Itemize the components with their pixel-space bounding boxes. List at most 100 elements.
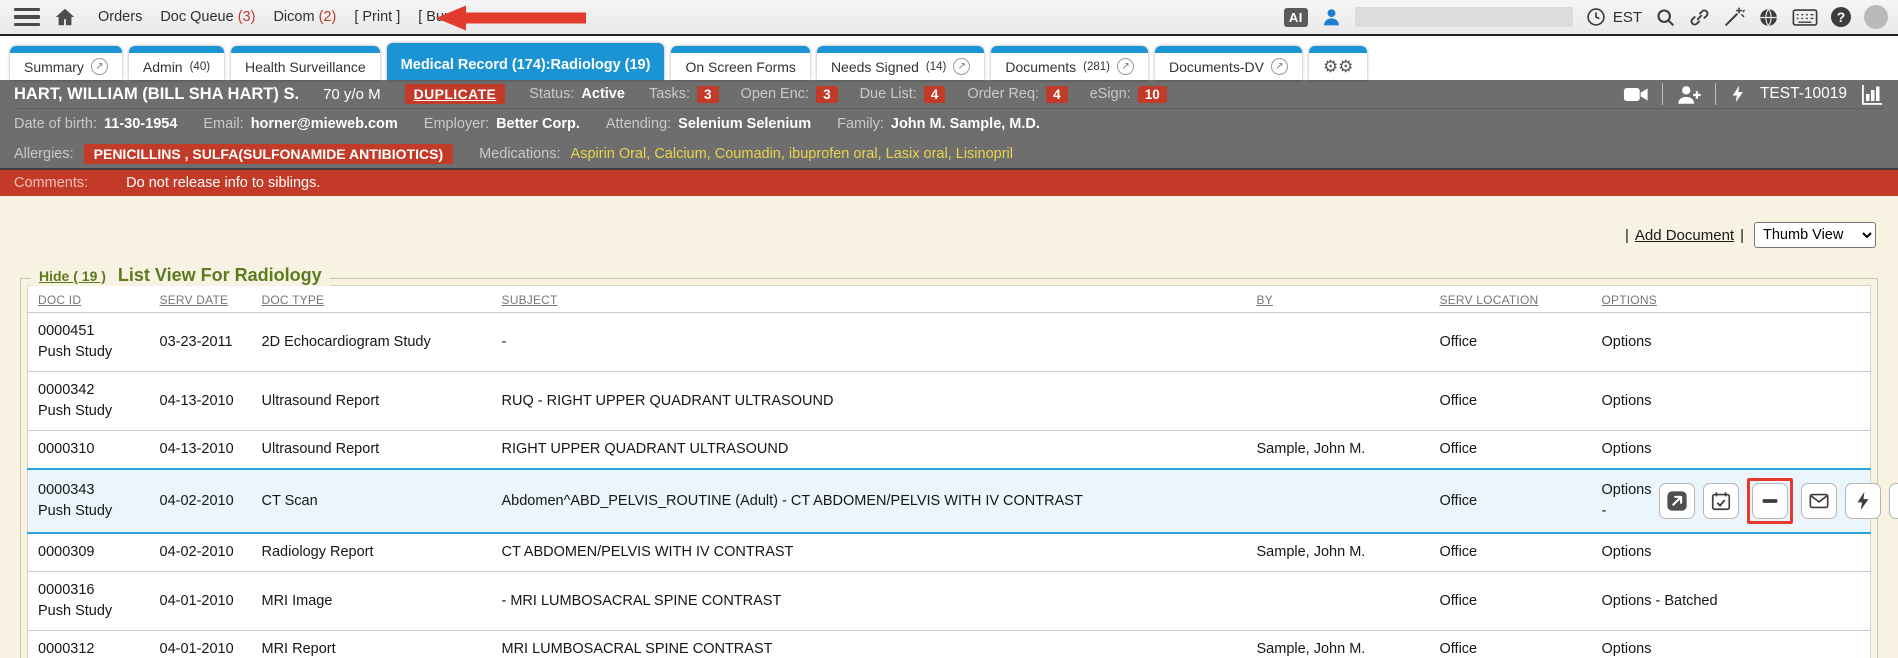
tab-documents[interactable]: Documents (281) ↗	[991, 46, 1149, 80]
menu-item-count: (2)	[318, 9, 337, 25]
doc-id-text[interactable]: 0000451	[38, 323, 95, 339]
tab-medical-record-174-radiology-19[interactable]: Medical Record (174):Radiology (19)	[386, 43, 665, 80]
user-icon[interactable]	[1321, 7, 1342, 28]
cell-subject: - MRI LUMBOSACRAL SPINE CONTRAST	[501, 592, 782, 609]
tab-health-surveillance[interactable]: Health Surveillance	[231, 46, 380, 80]
counter-label: Due List:	[859, 86, 917, 102]
doc-id-text[interactable]: 0000316	[38, 582, 95, 599]
tab-settings[interactable]: ⚙⚙	[1308, 46, 1368, 80]
allergies-badge[interactable]: PENICILLINS , SULFA(SULFONAMIDE ANTIBIOT…	[83, 143, 454, 164]
email-icon	[1808, 490, 1830, 512]
tab-label: Summary	[24, 58, 84, 75]
column-header-options[interactable]: OPTIONS	[1601, 293, 1657, 307]
column-header-serv-location[interactable]: SERV LOCATION	[1439, 293, 1539, 307]
quick-action-icon[interactable]	[1729, 83, 1747, 105]
doc-id-text[interactable]: 0000342	[38, 382, 95, 399]
avatar[interactable]	[1864, 5, 1888, 29]
cell-options: Options -	[1592, 469, 1898, 533]
wand-icon[interactable]	[1723, 6, 1745, 28]
search-icon[interactable]	[1655, 7, 1676, 28]
email-icon-button[interactable]	[1801, 483, 1838, 520]
options-link[interactable]: Options	[1601, 333, 1652, 350]
counter-badge[interactable]: 4	[1046, 85, 1068, 103]
cell-options: Options	[1592, 313, 1871, 372]
separator: |	[1624, 226, 1629, 244]
tab-documents-dv[interactable]: Documents-DV ↗	[1155, 46, 1302, 80]
globe-icon[interactable]	[1758, 7, 1779, 28]
table-row[interactable]: 0000316 Push Study 04-01-2010 MRI Image - MR…	[27, 571, 1871, 631]
options-link[interactable]: Options	[1601, 441, 1652, 458]
remove-icon-button[interactable]	[1752, 483, 1789, 520]
table-row[interactable]: 0000310 04-13-2010 Ultrasound Report RIGHT …	[27, 430, 1871, 470]
doc-id-text[interactable]: 0000312	[38, 641, 95, 658]
dob-value: 11-30-1954	[104, 116, 178, 132]
cell-serv-location: Office	[1439, 492, 1478, 509]
cell-by: Sample, John M.	[1256, 441, 1366, 458]
home-icon[interactable]	[54, 6, 76, 28]
medications-list[interactable]: Aspirin Oral, Calcium, Coumadin, ibuprof…	[570, 145, 1013, 162]
cell-serv-location: Office	[1439, 544, 1478, 561]
quick-action-icon-button[interactable]	[1845, 483, 1882, 520]
tab-needs-signed[interactable]: Needs Signed (14) ↗	[816, 46, 985, 80]
column-header-doc-type[interactable]: DOC TYPE	[261, 293, 325, 307]
doc-id-text[interactable]: 0000343	[38, 482, 95, 499]
add-user-icon[interactable]	[1676, 84, 1702, 105]
tab-admin[interactable]: Admin (40)	[128, 46, 225, 80]
hamburger-menu-icon[interactable]	[14, 8, 40, 26]
link-icon[interactable]	[1689, 7, 1710, 28]
open-document-icon	[1666, 490, 1688, 512]
table-row[interactable]: 0000309 04-02-2010 Radiology Report CT ABDO…	[27, 533, 1871, 572]
counter-badge[interactable]: 4	[923, 85, 946, 103]
options-link[interactable]: Options -	[1601, 482, 1652, 520]
push-study-text: Push Study	[38, 403, 113, 420]
clock-icon[interactable]	[1586, 7, 1606, 27]
help-icon[interactable]: ?	[1831, 7, 1851, 27]
menu-item-dicom[interactable]: Dicom (2)	[273, 9, 337, 25]
calendar-review-icon-button[interactable]	[1703, 483, 1740, 520]
cell-serv-date: 04-02-2010	[159, 544, 234, 561]
menu-item-orders[interactable]: Orders	[98, 9, 143, 25]
hide-list-link[interactable]: Hide ( 19 )	[39, 268, 106, 284]
table-row[interactable]: 0000343 Push Study 04-02-2010 CT Scan Abdome…	[27, 469, 1898, 534]
column-header-doc-id[interactable]: DOC ID	[38, 293, 82, 307]
keyboard-icon[interactable]	[1792, 8, 1818, 27]
cell-serv-location: Office	[1439, 441, 1478, 458]
table-row[interactable]: 0000451 Push Study 03-23-2011 2D Echocardio…	[27, 312, 1871, 372]
tab-count: (40)	[189, 60, 211, 73]
counter-due-list: Due List: 4	[859, 85, 946, 103]
flowsheet-chart-icon[interactable]	[1860, 83, 1884, 105]
duplicate-badge[interactable]: DUPLICATE	[404, 84, 506, 104]
counter-badge[interactable]: 3	[697, 85, 719, 103]
menu-item-burn[interactable]: [ Burn ]	[418, 9, 465, 25]
tab-on-screen-forms[interactable]: On Screen Forms	[671, 46, 811, 80]
table-row[interactable]: 0000342 Push Study 04-13-2010 Ultrasound Re…	[27, 371, 1871, 431]
cell-options: Options	[1592, 431, 1871, 470]
options-link[interactable]: Options	[1601, 544, 1652, 561]
tab-count: (14)	[925, 60, 947, 73]
video-camera-icon[interactable]	[1623, 85, 1649, 104]
counter-badge[interactable]: 10	[1137, 85, 1167, 103]
column-header-subject[interactable]: SUBJECT	[501, 293, 558, 307]
column-header-serv-date[interactable]: SERV DATE	[159, 293, 229, 307]
doc-id-text[interactable]: 0000309	[38, 544, 95, 561]
doc-id-text[interactable]: 0000310	[38, 441, 95, 458]
counter-badge[interactable]: 3	[816, 85, 838, 103]
cell-serv-location: Office	[1439, 333, 1478, 350]
cell-options: Options	[1592, 631, 1871, 658]
options-link[interactable]: Options - Batched	[1601, 592, 1718, 609]
tab-summary[interactable]: Summary ↗	[10, 46, 122, 80]
menu-item-doc-queue[interactable]: Doc Queue (3)	[160, 9, 256, 25]
comments-bar: Comments: Do not release info to sibling…	[0, 170, 1898, 196]
options-link[interactable]: Options	[1601, 392, 1652, 409]
options-link[interactable]: Options	[1601, 641, 1652, 658]
column-header-by[interactable]: BY	[1256, 293, 1273, 307]
ai-badge[interactable]: AI	[1283, 7, 1308, 27]
patient-name: HART, WILLIAM (BILL SHA HART) S.	[14, 84, 300, 103]
table-row[interactable]: 0000312 04-01-2010 MRI Report MRI LUMBOSACR…	[27, 630, 1871, 658]
add-document-link[interactable]: Add Document	[1634, 226, 1735, 244]
push-study-text: Push Study	[38, 603, 113, 620]
comment-icon-button[interactable]	[1889, 483, 1898, 520]
menu-item-print[interactable]: [ Print ]	[354, 9, 401, 25]
view-mode-select[interactable]: Thumb View	[1754, 222, 1876, 248]
open-document-icon-button[interactable]	[1659, 483, 1696, 520]
